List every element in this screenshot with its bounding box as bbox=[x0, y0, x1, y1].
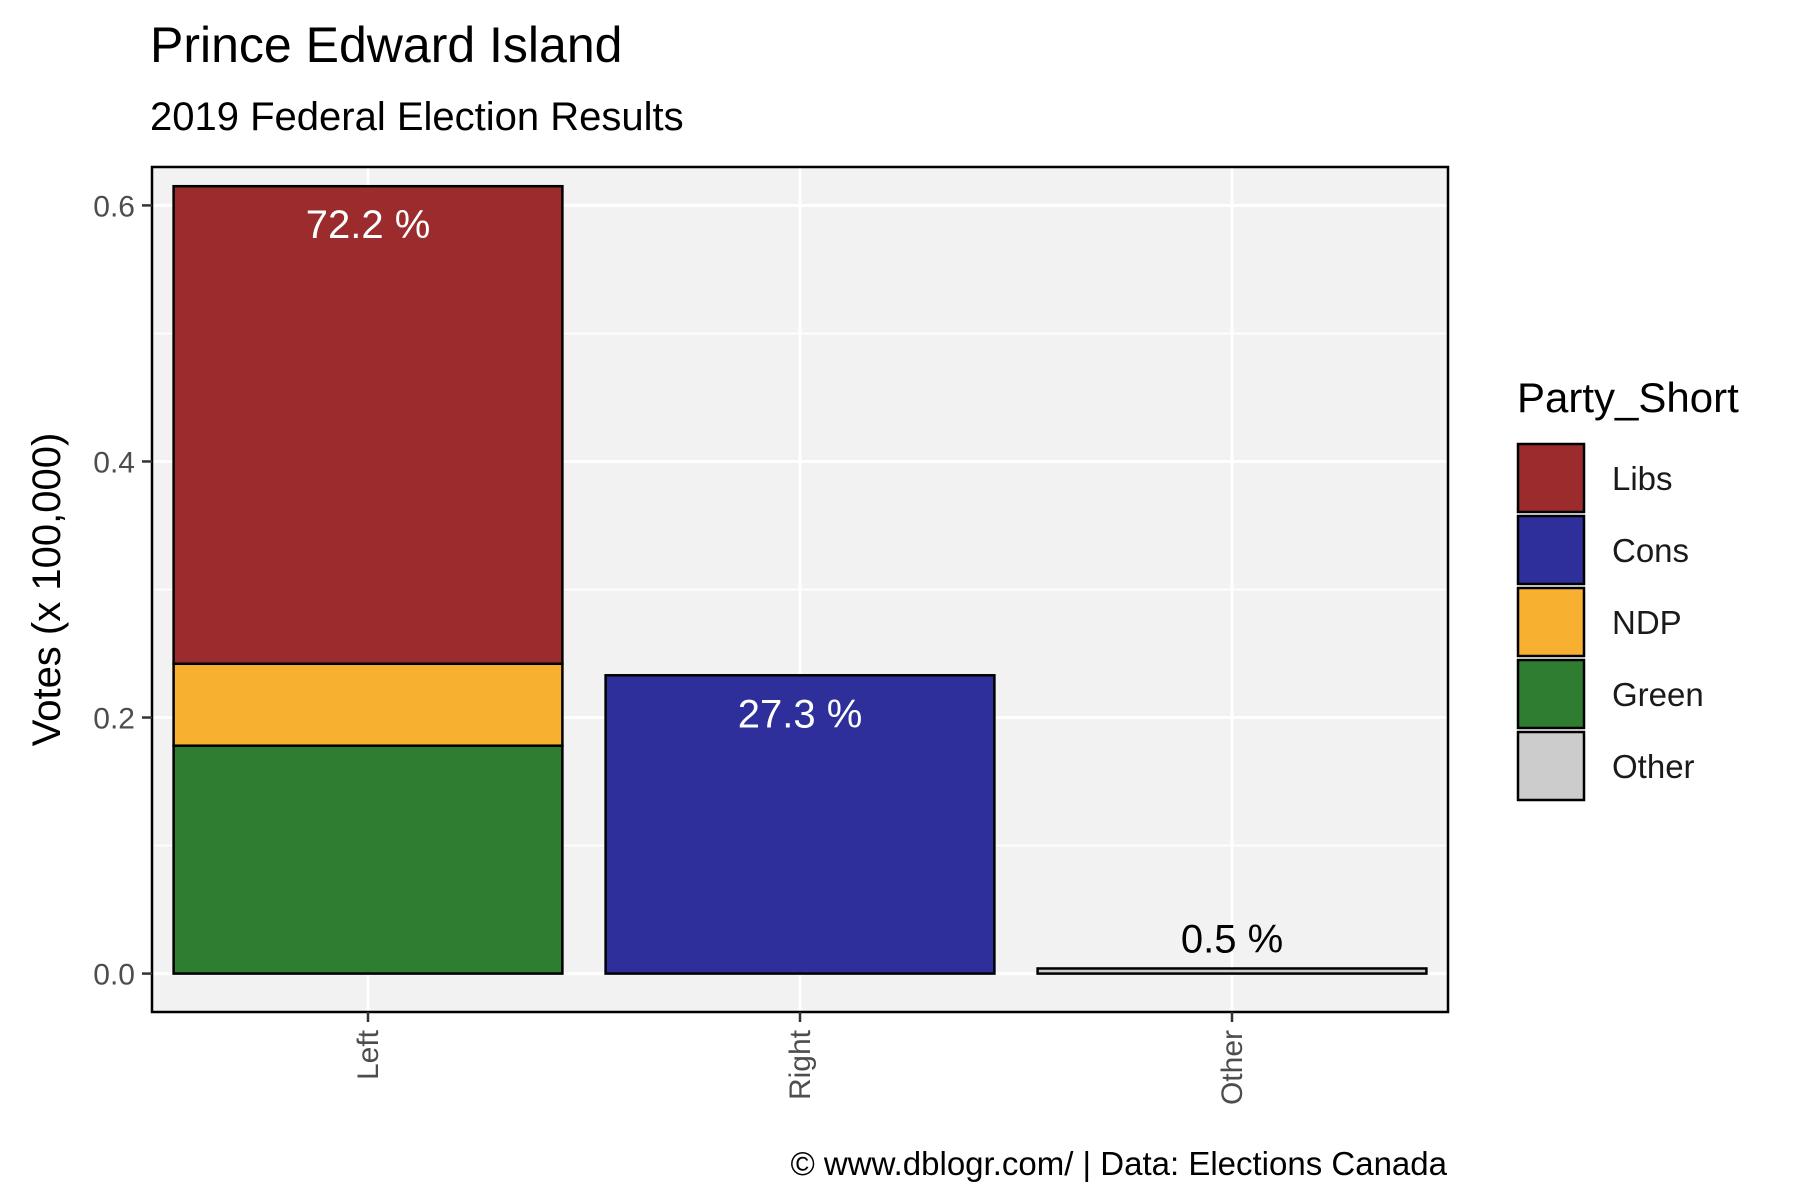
y-axis: 0.0 0.2 0.4 0.6 bbox=[93, 190, 152, 992]
bar-other-other bbox=[1036, 967, 1428, 975]
chart-title: Prince Edward Island bbox=[150, 17, 622, 73]
legend-label-green: Green bbox=[1612, 676, 1704, 713]
bar-left-ndp bbox=[172, 662, 564, 747]
legend-label-libs: Libs bbox=[1612, 460, 1673, 497]
y-tick-label: 0.2 bbox=[93, 703, 135, 736]
bar-labels: 72.2 % 27.3 % 0.5 % bbox=[306, 203, 1283, 961]
legend-label-other: Other bbox=[1612, 748, 1695, 785]
bar-right-cons bbox=[604, 674, 996, 975]
x-axis: Left Right Other bbox=[352, 1012, 1249, 1105]
y-axis-title: Votes (x 100,000) bbox=[25, 433, 69, 747]
legend-key-ndp bbox=[1516, 586, 1586, 658]
legend: Libs Cons NDP Green Other bbox=[1516, 442, 1704, 802]
legend-key-green bbox=[1516, 658, 1586, 730]
x-tick-label-other: Other bbox=[1216, 1030, 1249, 1105]
bars bbox=[172, 184, 1428, 975]
legend-label-cons: Cons bbox=[1612, 532, 1689, 569]
legend-title: Party_Short bbox=[1517, 374, 1739, 421]
x-tick-label-left: Left bbox=[352, 1029, 385, 1080]
bar-left-green bbox=[172, 744, 564, 975]
bar-left-libs bbox=[172, 184, 564, 666]
y-tick-label: 0.0 bbox=[93, 959, 135, 992]
legend-label-ndp: NDP bbox=[1612, 604, 1682, 641]
y-tick-label: 0.6 bbox=[93, 190, 135, 223]
bar-label-other: 0.5 % bbox=[1181, 917, 1283, 961]
bar-label-left: 72.2 % bbox=[306, 203, 431, 247]
legend-key-libs bbox=[1516, 442, 1586, 514]
x-tick-label-right: Right bbox=[784, 1029, 817, 1100]
legend-key-other bbox=[1516, 730, 1586, 802]
y-tick-label: 0.4 bbox=[93, 446, 135, 479]
bar-label-right: 27.3 % bbox=[738, 692, 863, 736]
caption: © www.dblogr.com/ | Data: Elections Cana… bbox=[790, 1145, 1447, 1182]
chart-subtitle: 2019 Federal Election Results bbox=[150, 95, 684, 139]
legend-key-cons bbox=[1516, 514, 1586, 586]
